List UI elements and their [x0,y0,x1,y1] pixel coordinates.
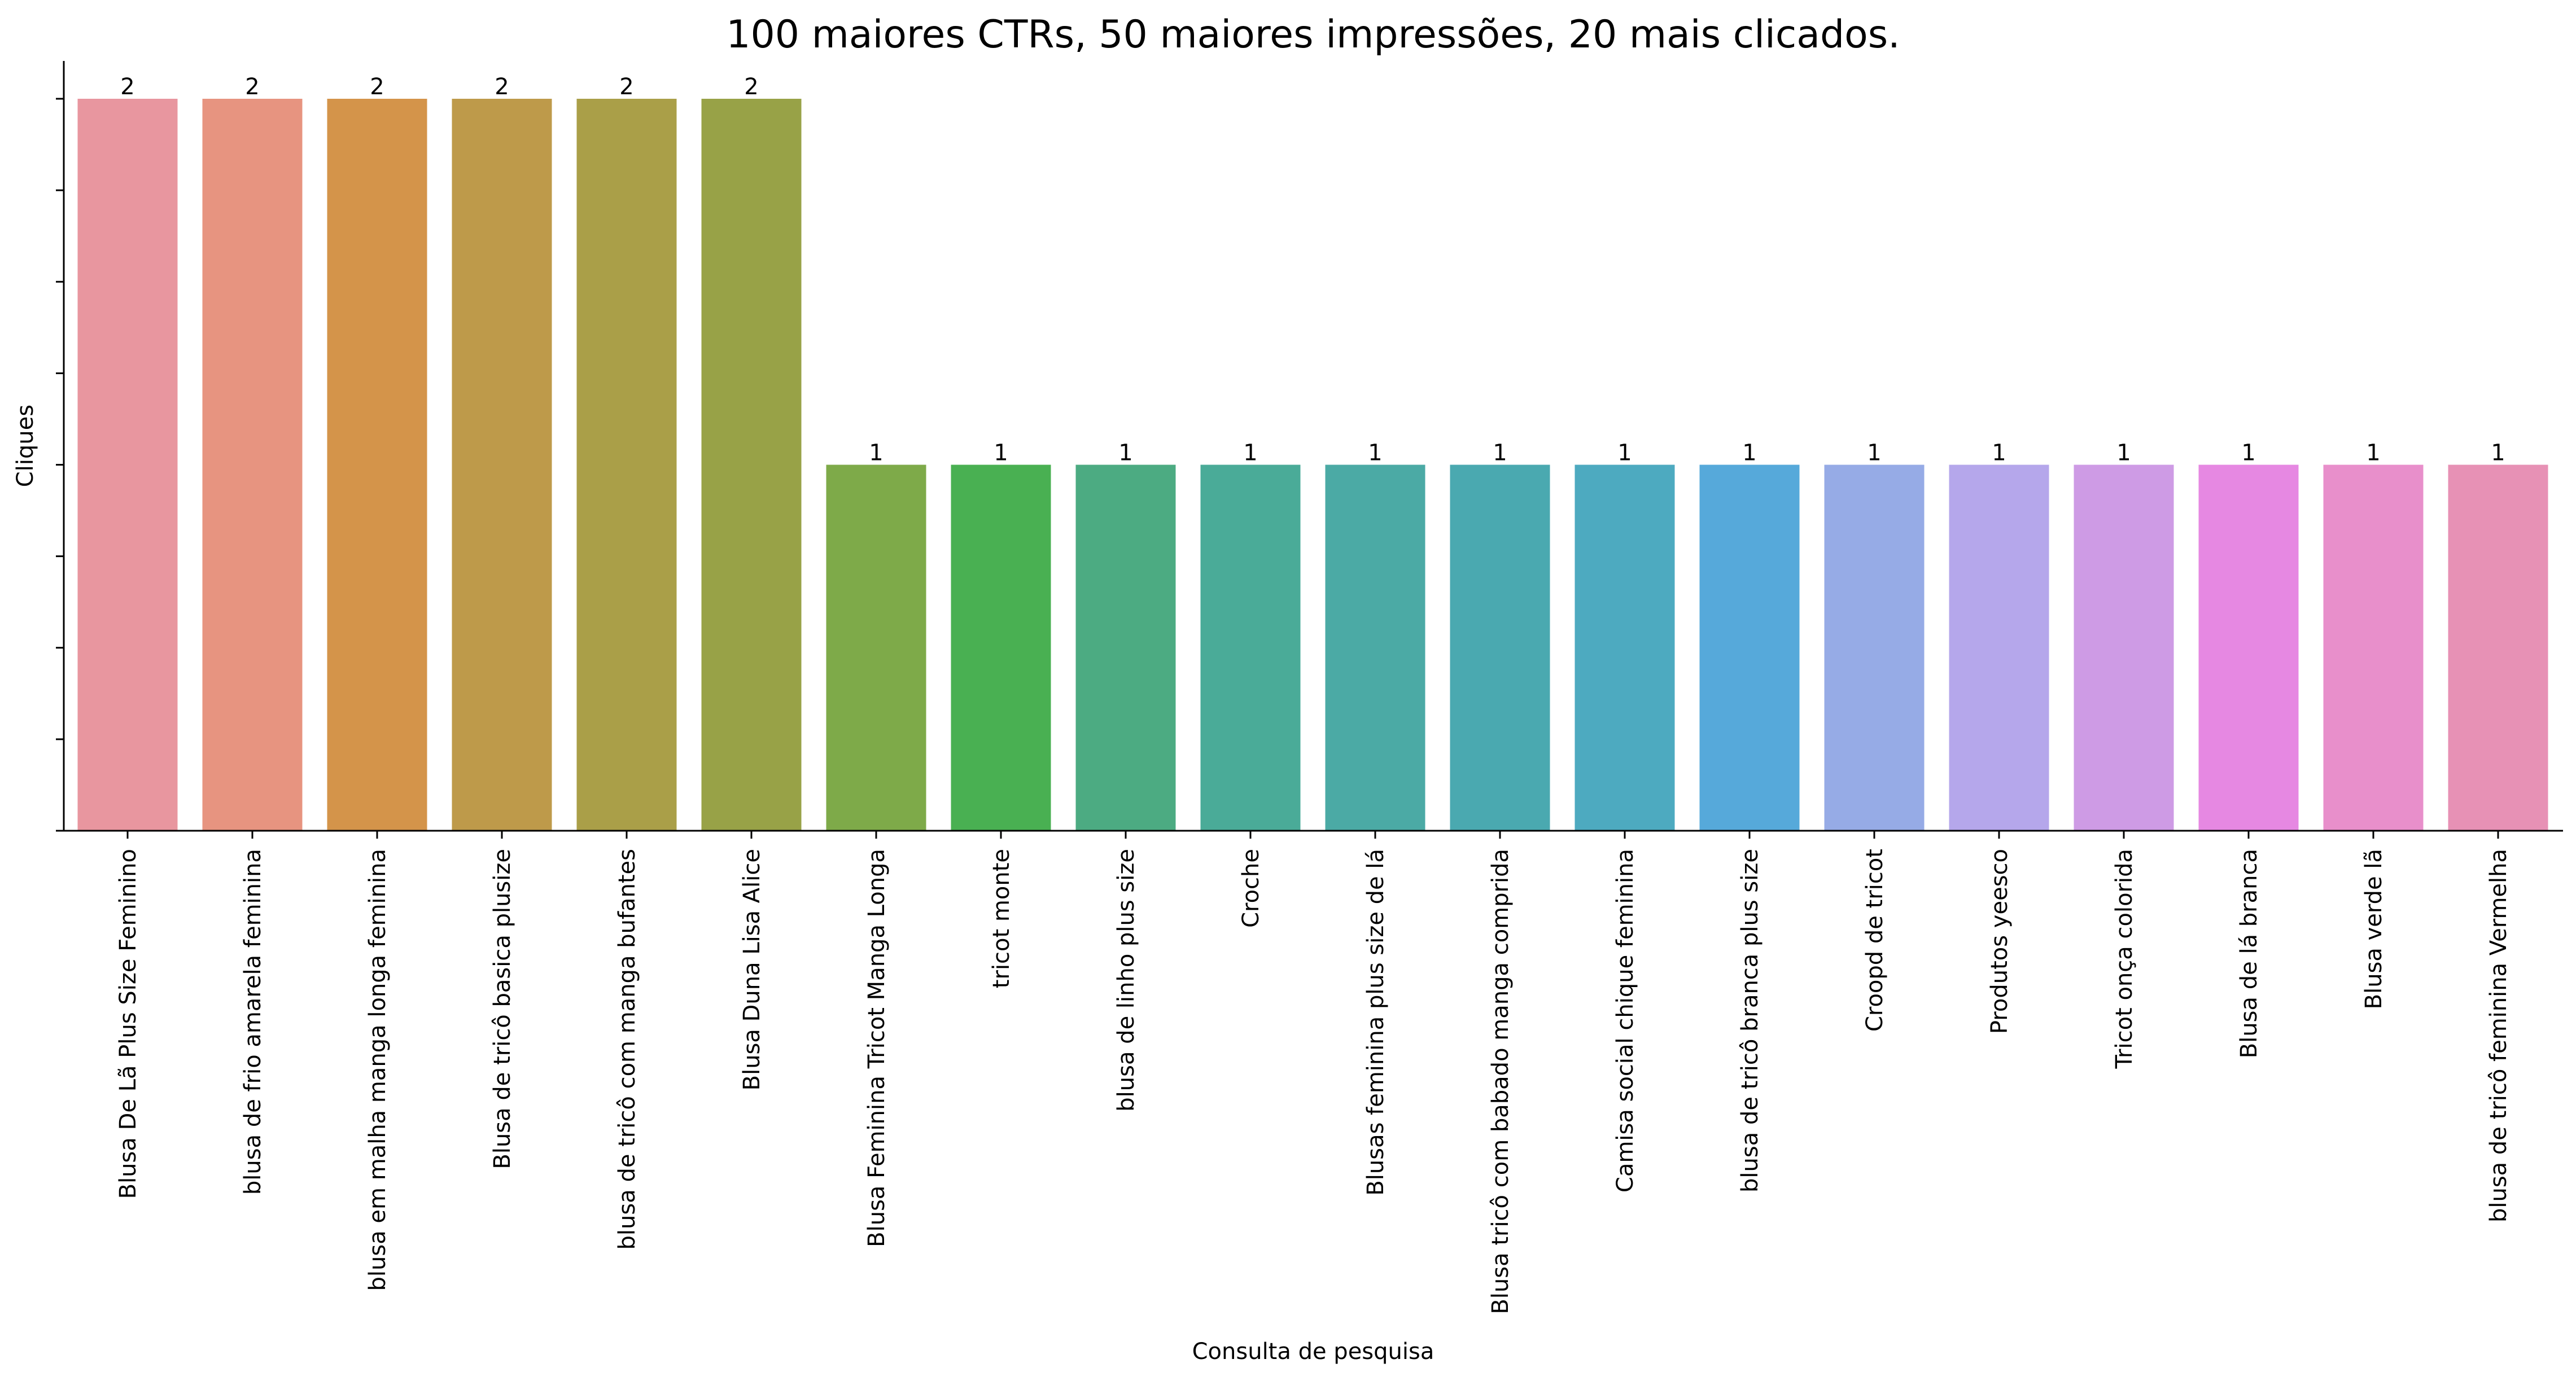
bar [1699,464,1800,831]
y-axis-ticks [56,98,64,832]
bar [1575,464,1675,831]
x-tick-label: Blusa Feminina Tricot Manga Longa [864,849,890,1247]
x-tick-label: Camisa social chique feminina [1612,849,1638,1193]
x-tick-label: Blusa de tricô basica plusize [489,849,515,1169]
x-tick-label: tricot monte [989,849,1014,988]
x-tick-label: blusa em malha manga longa feminina [365,849,391,1291]
x-tick-label: Blusa Duna Lisa Alice [739,849,765,1090]
bar-data-label: 2 [495,74,509,100]
x-tick-label: blusa de linho plus size [1113,849,1139,1112]
x-tick-label: Tricot onça colorida [2111,849,2137,1069]
bar [202,99,303,831]
bar-data-label: 1 [2241,440,2255,466]
bar-data-label: 1 [1867,440,1881,466]
bars-group [77,99,2548,831]
chart-title: 100 maiores CTRs, 50 maiores impressões,… [726,12,1900,57]
bar [951,464,1051,831]
data-labels-group: 2 2 2 2 2 2 1 1 1 1 1 1 1 1 1 1 1 1 1 1 [120,74,2505,466]
bar [1824,464,1925,831]
bar [452,99,552,831]
bar-data-label: 2 [245,74,259,100]
bar-data-label: 1 [869,440,883,466]
bar-data-label: 1 [1992,440,2006,466]
bar-data-label: 2 [744,74,758,100]
x-tick-label: blusa de tricô feminina Vermelha [2486,849,2512,1222]
bar [1325,464,1425,831]
x-tick-label: Blusa De Lã Plus Size Feminino [115,849,141,1199]
x-tick-label: blusa de frio amarela feminina [240,849,266,1195]
x-tick-label: Blusa verde lã [2361,849,2387,1009]
bar-data-label: 1 [1493,440,1507,466]
bar-data-label: 1 [2366,440,2380,466]
bar-data-label: 1 [1368,440,1382,466]
y-axis-label: Cliques [12,405,38,487]
bar-data-label: 2 [619,74,633,100]
bar [2323,464,2424,831]
x-tick-label: Blusa de lá branca [2236,849,2262,1058]
bar [2448,464,2548,831]
x-tick-label: blusa de tricô com manga bufantes [614,849,640,1250]
bar [826,464,926,831]
x-axis-label: Consulta de pesquisa [1192,1339,1434,1365]
x-tick-label: Blusas feminina plus size de lá [1363,849,1389,1196]
bar [77,99,178,831]
bar [576,99,677,831]
bar-data-label: 1 [1617,440,1632,466]
bar-data-label: 1 [2491,440,2505,466]
bar [1450,464,1550,831]
bar [2074,464,2174,831]
bar-data-label: 1 [2116,440,2131,466]
bar [1949,464,2049,831]
bar-data-label: 2 [370,74,384,100]
bar-data-label: 1 [1742,440,1756,466]
x-tick-label: Blusa tricô com babado manga comprida [1488,849,1514,1314]
x-tick-label: blusa de tricô branca plus size [1737,849,1763,1193]
bar [1200,464,1301,831]
bar [1075,464,1176,831]
x-tick-label: Croopd de tricot [1862,849,1888,1032]
bar [2198,464,2299,831]
bar-data-label: 1 [1118,440,1132,466]
bar-data-label: 2 [120,74,134,100]
bar [701,99,802,831]
bar-data-label: 1 [1243,440,1257,466]
bar-data-label: 1 [994,440,1008,466]
x-tick-label: Croche [1238,849,1264,928]
bar [327,99,427,831]
x-tick-label: Produtos yeesco [1987,849,2013,1034]
x-axis-ticks: Blusa De Lã Plus Size Feminino blusa de f… [115,831,2512,1314]
